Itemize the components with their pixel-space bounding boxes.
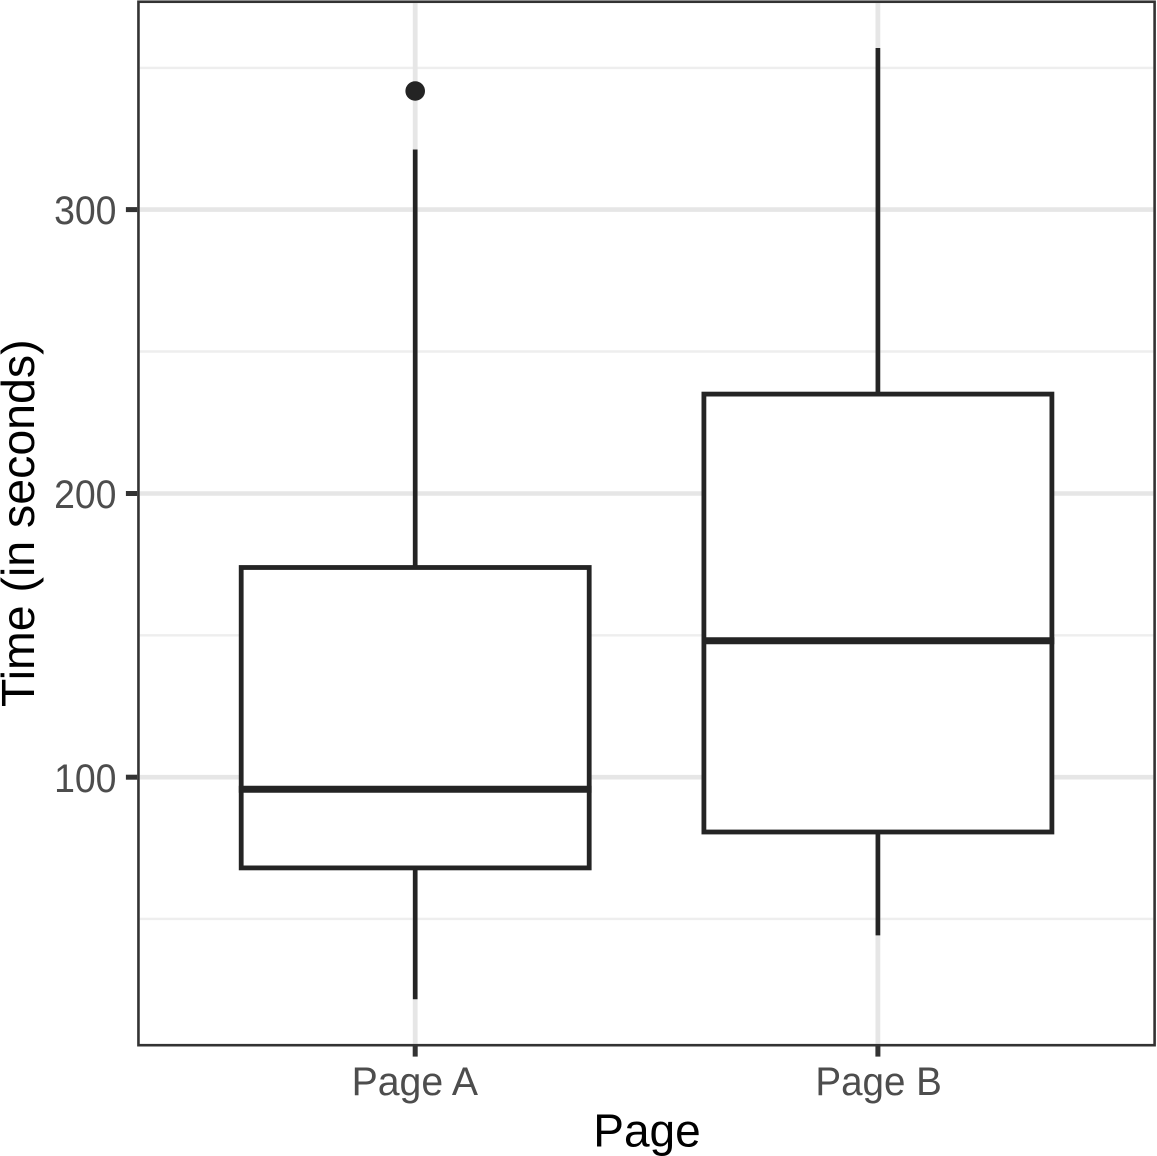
svg-text:Page B: Page B [815,1060,941,1104]
svg-text:Page: Page [593,1104,700,1156]
svg-text:Page A: Page A [352,1060,479,1104]
svg-text:100: 100 [54,757,116,801]
svg-text:200: 200 [54,473,116,517]
svg-text:Time (in seconds): Time (in seconds) [0,339,44,707]
svg-text:300: 300 [54,189,116,233]
